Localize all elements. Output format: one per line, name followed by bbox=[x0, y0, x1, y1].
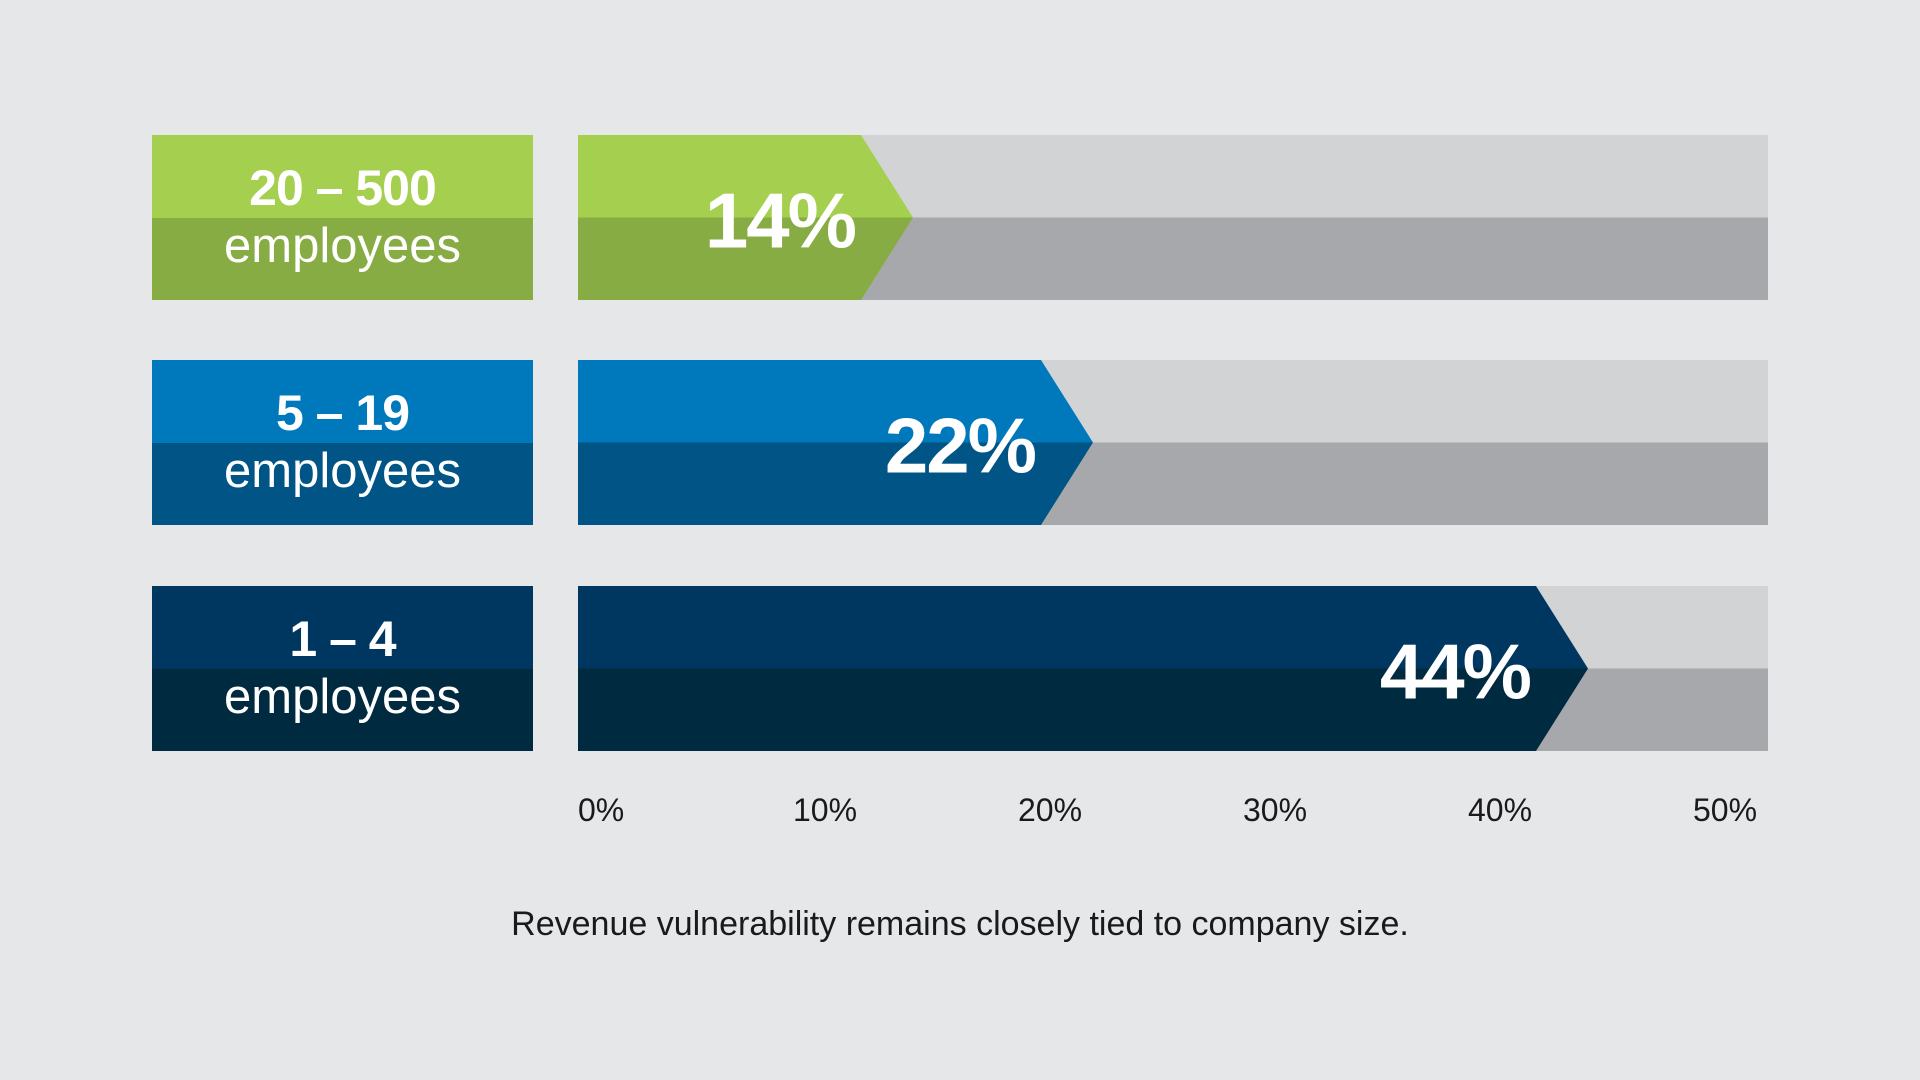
x-tick-label: 0% bbox=[578, 792, 625, 828]
x-tick-label: 50% bbox=[1693, 792, 1758, 828]
bar-2-bottom bbox=[578, 668, 1588, 751]
x-tick-label: 40% bbox=[1468, 792, 1533, 828]
category-unit: employees bbox=[224, 219, 461, 274]
bar-value-label: 14% bbox=[705, 177, 856, 265]
category-label-top bbox=[152, 586, 533, 669]
category-label-top bbox=[152, 135, 533, 218]
bar-value-label: 44% bbox=[1380, 628, 1531, 716]
category-label-1: 5 – 19 employees bbox=[152, 360, 533, 525]
category-label-0: 20 – 500 employees bbox=[152, 135, 533, 300]
x-tick-label: 30% bbox=[1243, 792, 1308, 828]
category-label-bottom bbox=[152, 442, 533, 525]
chart-caption: Revenue vulnerability remains closely ti… bbox=[511, 905, 1409, 943]
bar-1-top bbox=[578, 360, 1093, 443]
bar-2-top bbox=[578, 586, 1588, 669]
category-range: 5 – 19 bbox=[275, 385, 410, 442]
bar-0-top bbox=[578, 135, 913, 218]
category-label-bottom bbox=[152, 668, 533, 751]
bar-value-label: 22% bbox=[885, 402, 1036, 490]
category-label-bottom bbox=[152, 217, 533, 300]
x-tick-label: 20% bbox=[1018, 792, 1083, 828]
x-tick-label: 10% bbox=[793, 792, 858, 828]
category-unit: employees bbox=[224, 670, 461, 725]
bar-0-bottom bbox=[578, 217, 913, 300]
category-unit: employees bbox=[224, 444, 461, 499]
category-label-2: 1 – 4 employees bbox=[152, 586, 533, 751]
bar-1-bottom bbox=[578, 442, 1093, 525]
category-label-top bbox=[152, 360, 533, 443]
category-range: 1 – 4 bbox=[289, 611, 396, 668]
category-range: 20 – 500 bbox=[249, 160, 437, 217]
